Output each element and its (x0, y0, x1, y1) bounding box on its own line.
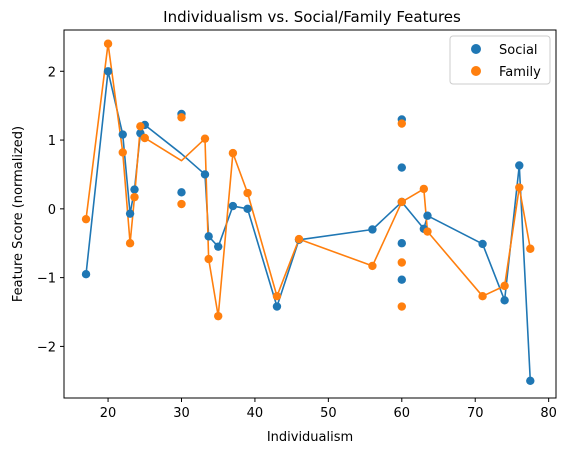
data-point-family (126, 239, 134, 247)
data-point-family (243, 189, 251, 197)
data-point-family (368, 262, 376, 270)
chart-title: Individualism vs. Social/Family Features (163, 8, 461, 26)
legend-label-social: Social (499, 43, 538, 58)
data-point-family (423, 227, 431, 235)
x-tick-label: 30 (173, 406, 190, 421)
data-point-family (136, 122, 144, 130)
data-point-family (82, 215, 90, 223)
data-point-family (515, 183, 523, 191)
data-point-family (500, 282, 508, 290)
legend: Social Family (450, 36, 550, 84)
x-tick-label: 60 (394, 406, 411, 421)
data-point-family (177, 113, 185, 121)
data-point-social (130, 185, 138, 193)
data-point-social (104, 67, 112, 75)
data-point-family (130, 193, 138, 201)
data-point-family (398, 119, 406, 127)
data-point-family (229, 149, 237, 157)
data-point-social (515, 161, 523, 169)
data-point-social (526, 377, 534, 385)
data-point-family (201, 134, 209, 142)
plot-area-frame (64, 30, 556, 398)
data-point-social (229, 202, 237, 210)
data-point-family (398, 258, 406, 266)
data-point-family (420, 185, 428, 193)
y-tick-label: −1 (37, 272, 56, 287)
data-point-family (526, 245, 534, 253)
y-tick-label: −2 (37, 340, 56, 355)
data-point-social (204, 232, 212, 240)
data-point-family (273, 292, 281, 300)
series-line-family (86, 44, 530, 316)
data-point-family (204, 255, 212, 263)
data-point-family (478, 292, 486, 300)
legend-marker-family (471, 66, 481, 76)
legend-label-family: Family (499, 65, 541, 80)
data-point-family (141, 134, 149, 142)
data-point-social (214, 242, 222, 250)
data-point-social (273, 302, 281, 310)
data-point-social (423, 212, 431, 220)
data-point-family (398, 198, 406, 206)
data-point-social (82, 270, 90, 278)
x-tick-label: 20 (100, 406, 117, 421)
x-tick-label: 80 (540, 406, 557, 421)
series-lines (86, 44, 530, 381)
data-point-social (398, 239, 406, 247)
data-point-social (398, 163, 406, 171)
data-point-social (126, 209, 134, 217)
data-point-family (119, 148, 127, 156)
data-point-social (478, 240, 486, 248)
data-point-family (398, 302, 406, 310)
data-point-social (398, 275, 406, 283)
y-tick-label: 0 (48, 203, 56, 218)
data-point-family (177, 200, 185, 208)
x-tick-label: 40 (247, 406, 264, 421)
data-point-family (104, 40, 112, 48)
x-axis: 20 30 40 50 60 70 80 (100, 398, 557, 421)
data-point-family (295, 235, 303, 243)
data-point-social (177, 188, 185, 196)
data-point-family (214, 312, 222, 320)
y-tick-label: 2 (48, 65, 56, 80)
legend-marker-social (471, 44, 481, 54)
y-tick-label: 1 (48, 134, 56, 149)
y-axis: −2 −1 0 1 2 (37, 65, 64, 355)
x-tick-label: 70 (467, 406, 484, 421)
data-point-social (119, 130, 127, 138)
series-line-social (86, 71, 530, 381)
data-point-social (368, 225, 376, 233)
data-point-social (243, 205, 251, 213)
y-axis-label: Feature Score (normalized) (11, 126, 26, 302)
x-axis-label: Individualism (267, 430, 353, 445)
x-tick-label: 50 (320, 406, 337, 421)
data-point-social (201, 170, 209, 178)
data-point-social (500, 296, 508, 304)
series-markers (82, 40, 535, 385)
